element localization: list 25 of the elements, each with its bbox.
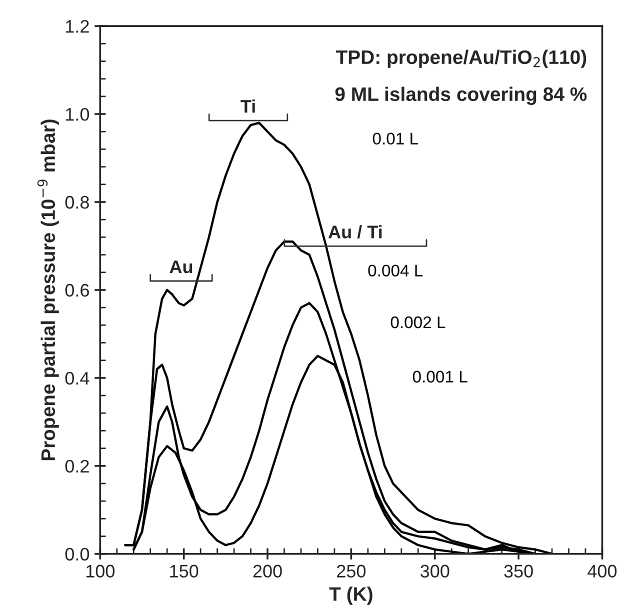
x-tick-label: 100 (86, 564, 115, 578)
x-tick-label: 300 (420, 564, 450, 578)
x-tick-label: 400 (588, 564, 617, 578)
text: TPD: propene/Au/TiO$_{2}$(110) (336, 50, 586, 68)
annotation: 0.01 L (372, 132, 418, 145)
annotation: Au / Ti (328, 225, 382, 239)
x-tick-label: 200 (253, 564, 282, 578)
x-tick-label: 150 (170, 564, 198, 578)
annotation: Au (170, 260, 192, 274)
annotation: 0.004 L (368, 264, 423, 276)
x-tick-label: 350 (504, 564, 533, 578)
y-tick-label: 0.8 (65, 196, 89, 209)
text: 9 ML islands covering 84 % (335, 86, 587, 105)
annotation: 0.002 L (390, 316, 446, 328)
y-tick-label: 0.4 (65, 372, 90, 385)
y-tick-label: 0.2 (65, 460, 89, 473)
y-tick-label: 0.0 (65, 548, 90, 561)
y-axis-title: Propene partial pressure (10$^{−9}$ mbar) (37, 120, 59, 460)
x-tick-label: 250 (337, 564, 366, 578)
annotation: 0.001 L (412, 370, 468, 383)
x-axis-title: T (K) (329, 586, 372, 605)
annotation: Ti (240, 99, 255, 113)
y-tick-label: 1.0 (66, 108, 90, 121)
y-tick-label: 0.6 (65, 284, 89, 297)
y-tick-label: 1.2 (66, 20, 89, 33)
